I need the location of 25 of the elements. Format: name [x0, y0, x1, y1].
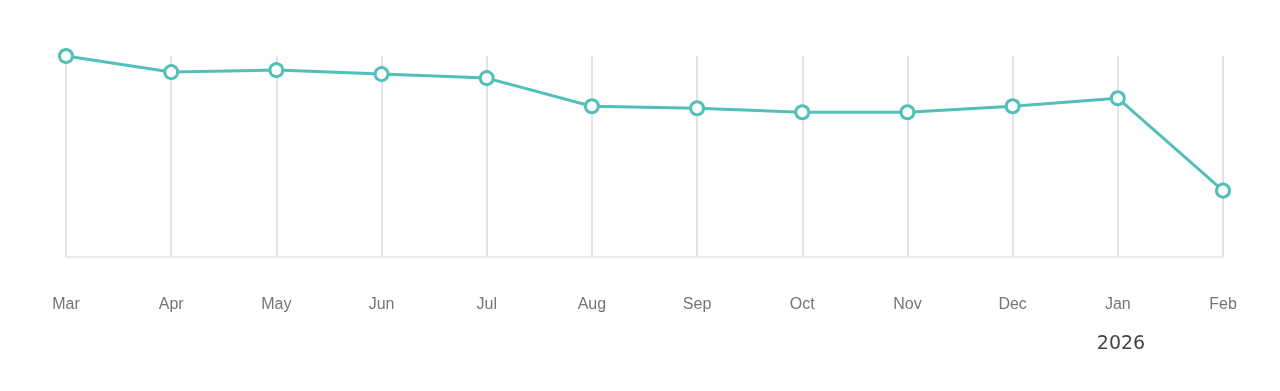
point	[373, 66, 390, 83]
point	[1004, 98, 1021, 115]
point	[899, 104, 916, 121]
x-tick-label: Apr	[158, 294, 185, 312]
x-tick-label: Oct	[789, 294, 816, 312]
x-tick-label: Nov	[893, 294, 922, 312]
x-tick-label: Sep	[682, 294, 712, 312]
x-tick-label: Jun	[368, 294, 395, 312]
point	[1109, 90, 1126, 107]
x-tick-label: Aug	[577, 294, 607, 312]
x-tick-label: Mar	[52, 294, 81, 312]
x-tick-label: Jan	[1104, 294, 1131, 312]
point	[268, 62, 285, 79]
x-tick-label: Jul	[476, 294, 497, 312]
text: 2026	[1096, 330, 1146, 353]
x-tick-label: Dec	[998, 294, 1027, 312]
point	[794, 104, 811, 121]
point	[1215, 182, 1231, 199]
point	[163, 64, 180, 81]
x-tick-label: May	[261, 294, 292, 312]
point	[478, 70, 495, 87]
point	[58, 48, 74, 64]
point	[583, 98, 600, 115]
point	[689, 100, 706, 117]
x-tick-label: Feb	[1209, 294, 1237, 312]
